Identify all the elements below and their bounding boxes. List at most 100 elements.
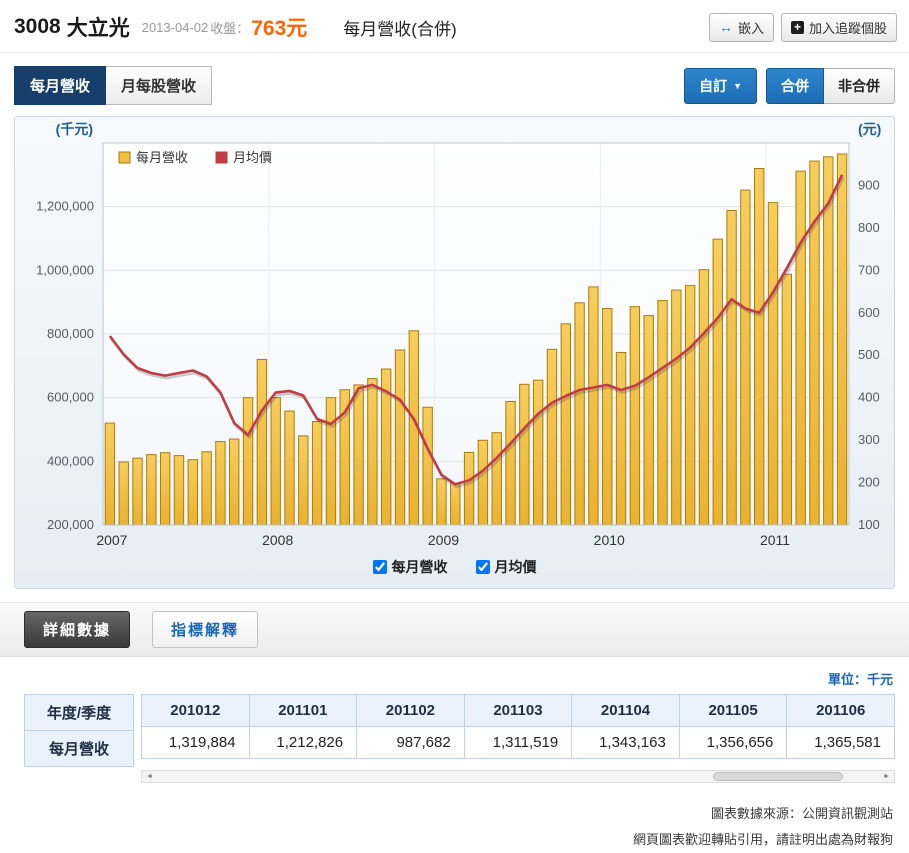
- table-value-row: 1,319,884 1,212,826 987,682 1,311,519 1,…: [141, 726, 895, 759]
- nonconsolidated-button[interactable]: 非合併: [824, 67, 895, 104]
- legend-swatch: [118, 151, 131, 164]
- custom-range-label: 自訂: [699, 77, 728, 94]
- right-axis-tick: 300: [858, 432, 880, 447]
- legend-label: 每月營收: [136, 150, 188, 165]
- revenue-cell: 1,365,581: [786, 726, 895, 759]
- revenue-bar[interactable]: [588, 286, 599, 526]
- revenue-bar[interactable]: [615, 351, 627, 526]
- revenue-bar[interactable]: [477, 439, 489, 526]
- revenue-bar[interactable]: [505, 400, 516, 526]
- revenue-bar[interactable]: [132, 457, 143, 526]
- revenue-bar[interactable]: [546, 348, 558, 526]
- revenue-price-chart[interactable]: 200,000 400,000 600,000 800,000 1,000,000 1,2…: [15, 117, 894, 555]
- table-scroll-columns[interactable]: 201012 201101 201102 201103 201104 20110…: [141, 694, 895, 759]
- revenue-cell: 987,682: [356, 726, 465, 759]
- revenue-bar[interactable]: [270, 397, 281, 526]
- monthly-revenue-checkbox-label: 每月營收: [391, 559, 448, 575]
- revenue-cell: 1,356,656: [678, 726, 788, 759]
- legend-label: 月均價: [233, 150, 272, 165]
- revenue-bar[interactable]: [187, 459, 198, 526]
- revenue-bar[interactable]: [519, 383, 530, 526]
- scrollbar-thumb[interactable]: [712, 772, 843, 781]
- revenue-bar[interactable]: [463, 451, 475, 526]
- right-axis-tick: 700: [858, 262, 880, 277]
- revenue-bar[interactable]: [256, 358, 268, 526]
- scroll-left-arrow-icon[interactable]: ◄: [146, 773, 153, 780]
- revenue-bar[interactable]: [215, 441, 226, 526]
- revenue-bar[interactable]: [325, 397, 337, 526]
- toggle-monthly-revenue[interactable]: 每月營收: [372, 557, 448, 577]
- revenue-bar[interactable]: [602, 308, 613, 526]
- tab-monthly-revenue-per-share[interactable]: 月每股營收: [106, 66, 213, 105]
- revenue-bar[interactable]: [201, 451, 212, 526]
- revenue-bar[interactable]: [242, 397, 254, 526]
- right-axis-unit: (元): [858, 121, 881, 137]
- revenue-bar[interactable]: [532, 379, 544, 526]
- table-unit-label: 單位：千元: [827, 672, 893, 687]
- custom-range-button[interactable]: 自訂 ▼: [684, 67, 757, 104]
- revenue-bar[interactable]: [684, 285, 696, 526]
- revenue-bar[interactable]: [781, 273, 793, 526]
- column-header: 201106: [786, 694, 895, 727]
- close-price: 763元: [251, 17, 308, 40]
- revenue-bar[interactable]: [754, 168, 765, 526]
- revenue-bar[interactable]: [159, 452, 171, 526]
- revenue-bar[interactable]: [712, 238, 723, 526]
- revenue-bar[interactable]: [394, 349, 406, 526]
- revenue-bar[interactable]: [450, 482, 461, 526]
- consolidated-button[interactable]: 合併: [766, 67, 824, 104]
- monthly-avg-price-checkbox[interactable]: [475, 560, 490, 574]
- tab-monthly-revenue[interactable]: 每月營收: [14, 66, 107, 105]
- embed-icon: ↔: [718, 19, 733, 35]
- x-axis-tick: 2010: [594, 532, 625, 548]
- consolidation-toggle: 合併 非合併: [766, 67, 895, 104]
- revenue-bar[interactable]: [146, 454, 157, 526]
- revenue-bar[interactable]: [436, 478, 447, 526]
- left-axis-tick: 600,000: [47, 390, 94, 405]
- citation-note: 網頁圖表歡迎轉貼引用，請註明出處為財報狗: [632, 832, 893, 847]
- revenue-bar[interactable]: [422, 406, 433, 526]
- revenue-bar[interactable]: [104, 422, 116, 526]
- add-to-watchlist-label: 加入追蹤個股: [808, 20, 887, 36]
- indicator-explanation-button[interactable]: 指標解釋: [152, 611, 259, 648]
- revenue-bar[interactable]: [698, 269, 710, 526]
- table-fixed-column: 年度/季度 每月營收: [24, 694, 134, 767]
- revenue-bar[interactable]: [491, 432, 502, 526]
- revenue-bar[interactable]: [298, 435, 309, 526]
- toggle-monthly-avg-price[interactable]: 月均價: [475, 557, 537, 577]
- left-axis-unit: (千元): [56, 121, 93, 137]
- revenue-bar[interactable]: [229, 438, 240, 526]
- revenue-bar[interactable]: [284, 410, 295, 526]
- revenue-bar[interactable]: [671, 289, 682, 526]
- revenue-bar[interactable]: [311, 421, 323, 526]
- revenue-bar[interactable]: [629, 306, 641, 526]
- price-line[interactable]: [108, 174, 844, 486]
- revenue-bar[interactable]: [795, 170, 806, 526]
- revenue-bar[interactable]: [367, 378, 378, 526]
- revenue-bar[interactable]: [740, 189, 751, 526]
- column-header: 201105: [678, 694, 788, 727]
- right-axis-tick: 100: [858, 517, 880, 532]
- scrollbar-track[interactable]: [157, 771, 879, 782]
- table-scrollbar[interactable]: ◄ ►: [141, 770, 895, 783]
- revenue-bar[interactable]: [574, 302, 585, 526]
- revenue-bar[interactable]: [767, 202, 779, 526]
- detailed-data-button[interactable]: 詳細數據: [24, 611, 131, 648]
- revenue-bar[interactable]: [643, 315, 654, 526]
- table-row-header: 每月營收: [24, 730, 134, 767]
- revenue-bar[interactable]: [173, 455, 185, 526]
- scroll-right-arrow-icon[interactable]: ►: [883, 773, 890, 780]
- revenue-bar[interactable]: [657, 300, 668, 526]
- revenue-bar[interactable]: [726, 209, 737, 526]
- embed-button[interactable]: ↔ 嵌入: [708, 12, 774, 42]
- close-date: 2013-04-02: [141, 19, 209, 35]
- x-axis-tick: 2008: [262, 532, 293, 548]
- revenue-bar[interactable]: [118, 461, 129, 526]
- add-to-watchlist-button[interactable]: + 加入追蹤個股: [780, 12, 897, 42]
- revenue-bar[interactable]: [353, 384, 364, 526]
- monthly-revenue-checkbox[interactable]: [372, 560, 387, 574]
- revenue-bar[interactable]: [560, 323, 571, 526]
- revenue-bar[interactable]: [836, 153, 848, 526]
- revenue-cell: 1,319,884: [141, 726, 250, 759]
